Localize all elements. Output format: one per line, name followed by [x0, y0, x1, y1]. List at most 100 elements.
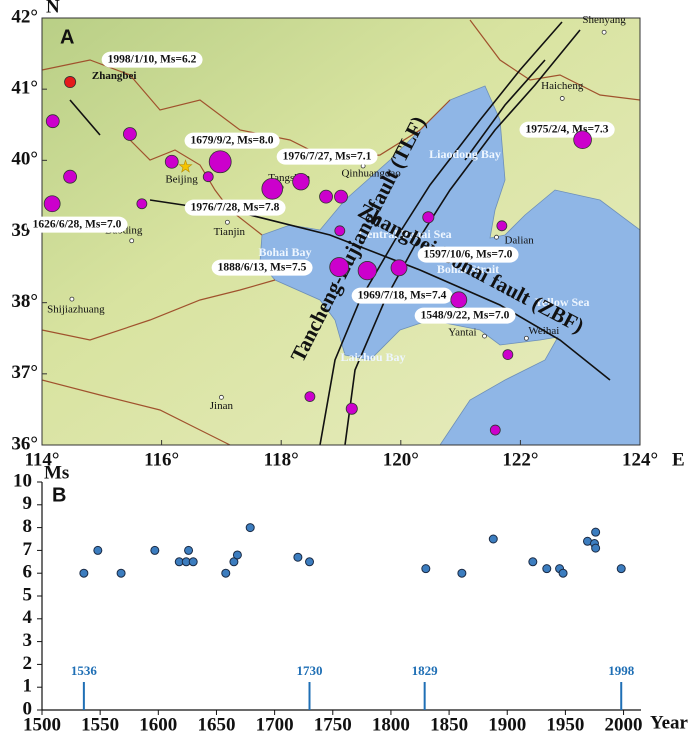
city-label: Qinhuangdao: [341, 168, 401, 180]
y-tick-label: 1: [23, 676, 33, 697]
city-label: Beijing: [165, 173, 198, 185]
earthquake: [334, 225, 346, 237]
sea-label: Liaodong Bay: [429, 147, 501, 161]
era-marker-label: 1829: [412, 663, 439, 678]
point: [184, 545, 194, 555]
earthquake: [292, 172, 310, 191]
lat-tick-label: 40°: [11, 149, 38, 170]
point: [558, 568, 568, 578]
city-dot: [601, 29, 607, 35]
earthquake: [450, 291, 468, 309]
event-label: 1679/9/2, Ms=8.0: [184, 132, 280, 149]
event-label-box: [414, 307, 516, 324]
earthquake: [345, 402, 358, 415]
panel-label: A: [60, 26, 74, 48]
lat-tick-label: 36°: [11, 433, 38, 454]
capital-star: [178, 159, 193, 173]
earthquake: [43, 195, 61, 213]
event-label-box: [184, 132, 280, 149]
city-dot: [224, 219, 230, 225]
event-label-text: 1626/6/28, Ms=7.0: [33, 219, 122, 231]
y-tick-label: 0: [23, 698, 33, 719]
y-tick-label: 4: [23, 607, 33, 628]
y-axis-label: Ms: [44, 462, 69, 483]
event-label-box: [351, 287, 453, 304]
point: [116, 568, 126, 578]
event-label: 1998/1/10, Ms=6.2: [101, 51, 203, 68]
lon-tick-label: 120°: [383, 449, 419, 470]
x-tick-label: 1700: [256, 714, 294, 735]
event-label-box: [519, 121, 615, 138]
earthquake: [573, 130, 592, 149]
event-label-text: 1679/9/2, Ms=8.0: [191, 135, 274, 147]
x-tick-label: 1850: [430, 714, 468, 735]
era-marker-label: 1998: [608, 663, 635, 678]
point: [188, 557, 198, 567]
earthquake: [329, 257, 350, 277]
point: [79, 568, 89, 578]
city-label: Jinan: [210, 400, 234, 412]
point: [591, 543, 601, 553]
city-label: Yantai: [448, 327, 476, 339]
event-label-box: [184, 199, 286, 216]
point: [542, 564, 552, 574]
point: [591, 527, 601, 537]
city-label: Shenyang: [582, 14, 626, 26]
y-tick-label: 10: [13, 470, 32, 491]
city-label: Shijiazhuang: [47, 304, 105, 316]
point: [150, 545, 160, 555]
event-label-text: 1888/6/13, Ms=7.5: [218, 262, 307, 274]
event-label-text: 1976/7/27, Ms=7.1: [283, 151, 372, 163]
sea-label: Laizhou Bay: [340, 350, 405, 364]
event-label: 1888/6/13, Ms=7.5: [211, 259, 313, 276]
earthquake: [390, 259, 408, 277]
map-panel: A N E Liaodong Bay Central Bohai Sea Boh…: [41, 0, 685, 470]
x-tick-label: 2000: [605, 714, 643, 735]
earthquake: [304, 391, 316, 403]
point: [488, 534, 498, 544]
earthquake: [334, 189, 348, 204]
earthquake: [319, 189, 333, 204]
city-dot: [218, 394, 224, 400]
event-label: 1975/2/4, Ms=7.3: [519, 121, 615, 138]
event-label-box: [211, 259, 313, 276]
event-label-text: 1976/7/28, Ms=7.8: [191, 202, 280, 214]
event-label: 1626/6/28, Ms=7.0: [26, 216, 128, 233]
event-label-box: [417, 246, 519, 263]
x-tick-label: 1650: [197, 714, 235, 735]
event-label-box: [26, 216, 128, 233]
x-tick-label: 1950: [546, 714, 584, 735]
y-tick-label: 8: [23, 516, 33, 537]
lon-tick-label: 124°: [622, 449, 658, 470]
y-tick-label: 6: [23, 562, 33, 583]
earthquake: [63, 169, 78, 184]
era-marker-label: 1730: [297, 663, 323, 678]
lat-tick-label: 38°: [11, 291, 38, 312]
chart-panel: B Ms Year: [41, 462, 689, 733]
city-dot: [494, 234, 499, 240]
lon-tick-label: 114°: [24, 449, 59, 470]
x-tick-label: 1800: [372, 714, 410, 735]
earthquake: [357, 261, 377, 281]
point: [245, 523, 255, 533]
city-label: Zhangbei: [92, 70, 137, 82]
y-tick-label: 9: [23, 493, 33, 514]
lon-tick-label: 122°: [502, 449, 538, 470]
sea-label: Central Bohai Sea: [358, 227, 451, 241]
point: [293, 552, 303, 562]
panel-label: B: [52, 484, 66, 506]
sea-label: Bohai Strait: [437, 262, 499, 276]
city-dot: [129, 238, 135, 244]
y-tick-label: 3: [23, 630, 33, 651]
event-label-text: 1597/10/6, Ms=7.0: [424, 249, 513, 261]
event-label: 1548/9/22, Ms=7.0: [414, 307, 516, 324]
point: [457, 568, 467, 578]
event-label-box: [101, 51, 203, 68]
earthquake: [261, 178, 284, 200]
point: [616, 564, 626, 574]
point: [221, 568, 231, 578]
event-label-text: 1969/7/18, Ms=7.4: [358, 290, 447, 302]
east-label: E: [672, 449, 685, 470]
city-dot: [482, 333, 487, 339]
